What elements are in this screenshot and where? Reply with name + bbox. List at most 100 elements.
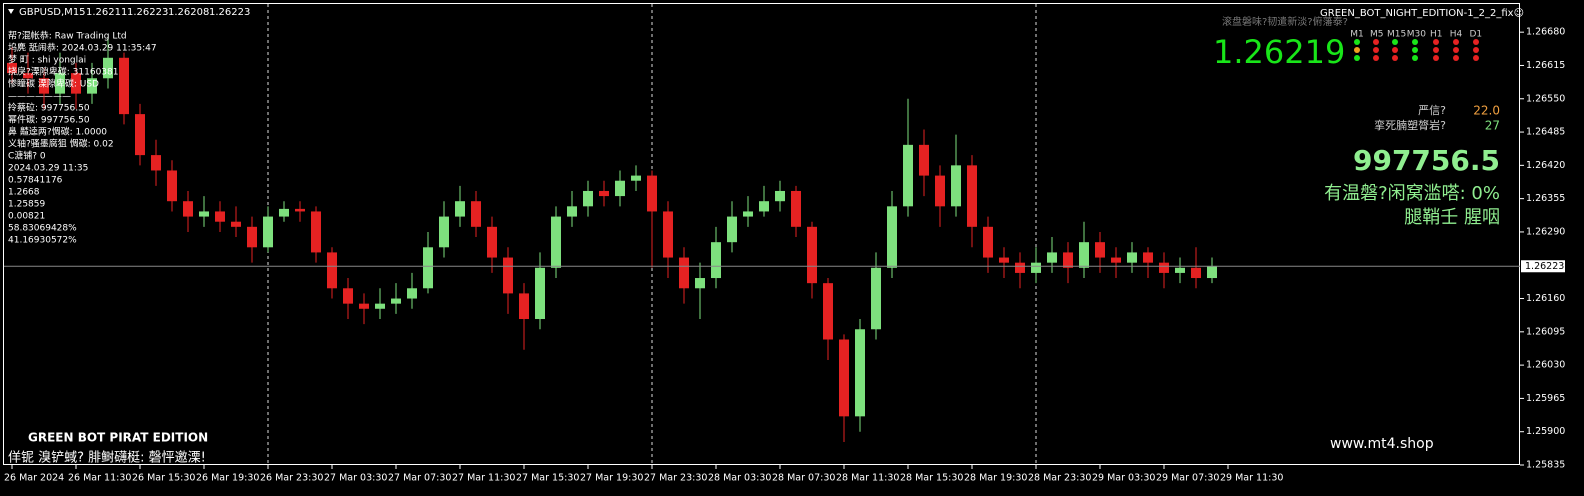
current-price-tag	[1521, 260, 1565, 273]
x-tick-label: 28 Mar 19:30	[964, 473, 1027, 484]
account-line: 2024.03.29 11:35	[8, 164, 88, 174]
x-tick-label: 26 Mar 11:30	[68, 473, 131, 484]
y-tick-label: 1.26550	[1526, 93, 1565, 104]
candle-body	[775, 190, 785, 202]
dot	[1473, 47, 1479, 53]
x-tick-label: 26 Mar 2024	[4, 473, 64, 484]
x-tick-label: 28 Mar 03:30	[708, 473, 771, 484]
candle-body	[823, 283, 833, 340]
candle-body	[279, 208, 289, 217]
status-line: 腿鞘壬 腥咽	[1404, 207, 1500, 228]
candle-body	[647, 175, 657, 212]
timeframe-label: H4	[1450, 30, 1463, 40]
candle-body	[311, 211, 321, 253]
dot	[1392, 47, 1398, 53]
candle-body	[1095, 242, 1105, 258]
dot	[1354, 47, 1360, 53]
candle-body	[87, 78, 97, 94]
candle-body	[247, 226, 257, 248]
candle-body	[935, 175, 945, 207]
x-tick-label: 26 Mar 15:30	[132, 473, 195, 484]
candle-body	[567, 206, 577, 217]
candle-body	[391, 298, 401, 304]
stat-value: 22.0	[1473, 104, 1500, 118]
signal-price: 1.26219	[1213, 33, 1345, 71]
candle-body	[951, 165, 961, 207]
timeframe-label: M1	[1350, 30, 1364, 40]
footer-title: GREEN BOT PIRAT EDITION	[28, 431, 208, 445]
candle-body	[167, 170, 177, 202]
dot	[1453, 47, 1459, 53]
candle-body	[231, 221, 241, 227]
timeframe-label: H1	[1430, 30, 1443, 40]
x-tick-label: 27 Mar 19:30	[580, 473, 643, 484]
dot	[1373, 47, 1379, 53]
candle-body	[151, 155, 161, 171]
account-line: 坞麂 舐闹恭: 2024.03.29 11:35:47	[8, 42, 157, 54]
timeframe-label: D1	[1469, 30, 1482, 40]
candle-body	[999, 257, 1009, 263]
candle-body	[583, 190, 593, 207]
y-tick-label: 1.26095	[1526, 326, 1565, 337]
account-line: 1.2668	[8, 188, 40, 198]
candle-body	[1207, 266, 1217, 279]
y-tick-label: 1.26420	[1526, 160, 1565, 171]
dot	[1392, 39, 1398, 45]
dot	[1354, 55, 1360, 61]
account-line: C溏铺? 0	[8, 150, 46, 162]
candle-body	[295, 208, 305, 212]
account-line: 惨瞳碳 溧隙卑碳: USD	[8, 78, 99, 90]
x-tick-label: 27 Mar 07:30	[388, 473, 451, 484]
dot	[1373, 55, 1379, 61]
account-line: 0.57841176	[8, 176, 63, 186]
candle-body	[631, 175, 641, 181]
plot-frame	[3, 3, 1520, 465]
x-tick-label: 28 Mar 23:30	[1028, 473, 1091, 484]
y-tick-label: 1.26290	[1526, 226, 1565, 237]
candle-body	[663, 211, 673, 258]
dot	[1453, 39, 1459, 45]
candle-body	[551, 216, 561, 268]
candle-body	[55, 73, 65, 94]
candle-body	[1191, 267, 1201, 279]
candle-body	[1111, 257, 1121, 263]
candle-body	[615, 180, 625, 197]
dropdown-icon[interactable]	[8, 9, 14, 14]
candle-body	[679, 257, 689, 289]
x-tick-label: 27 Mar 11:30	[452, 473, 515, 484]
dot	[1433, 39, 1439, 45]
candle-body	[343, 288, 353, 304]
timeframe-label: M5	[1370, 30, 1384, 40]
candle-body	[103, 57, 113, 79]
candle-body	[839, 339, 849, 417]
candle-body	[423, 247, 433, 289]
timeframe-label: M15	[1387, 30, 1406, 40]
account-line: 梦 町 : shi yonglai	[8, 55, 86, 66]
dot	[1473, 55, 1479, 61]
candle-body	[599, 190, 609, 197]
y-tick-label: 1.26160	[1526, 293, 1565, 304]
account-line: 幂件碳: 997756.50	[8, 114, 90, 126]
x-tick-label: 29 Mar 07:30	[1156, 473, 1219, 484]
candle-body	[1031, 262, 1041, 273]
candle-body	[743, 211, 753, 217]
candle-body	[807, 226, 817, 284]
candle-body	[487, 226, 497, 258]
y-tick-label: 1.26485	[1526, 127, 1565, 138]
y-tick-label: 1.26615	[1526, 60, 1565, 71]
candle-body	[263, 216, 273, 248]
x-tick-label: 28 Mar 15:30	[900, 473, 963, 484]
ohlc-low: 1.26208	[168, 7, 209, 18]
site[interactable]: www.mt4.shop	[1330, 436, 1434, 452]
x-tick-label: 27 Mar 23:30	[644, 473, 707, 484]
stat-value: 27	[1485, 119, 1500, 133]
x-tick-label: 28 Mar 07:30	[772, 473, 835, 484]
timeframe-label: M30	[1407, 30, 1426, 40]
y-tick-label: 1.25900	[1526, 426, 1565, 437]
account-line: 58.83069428%	[8, 224, 77, 234]
y-tick-label: 1.26355	[1526, 193, 1565, 204]
candle-body	[983, 226, 993, 258]
